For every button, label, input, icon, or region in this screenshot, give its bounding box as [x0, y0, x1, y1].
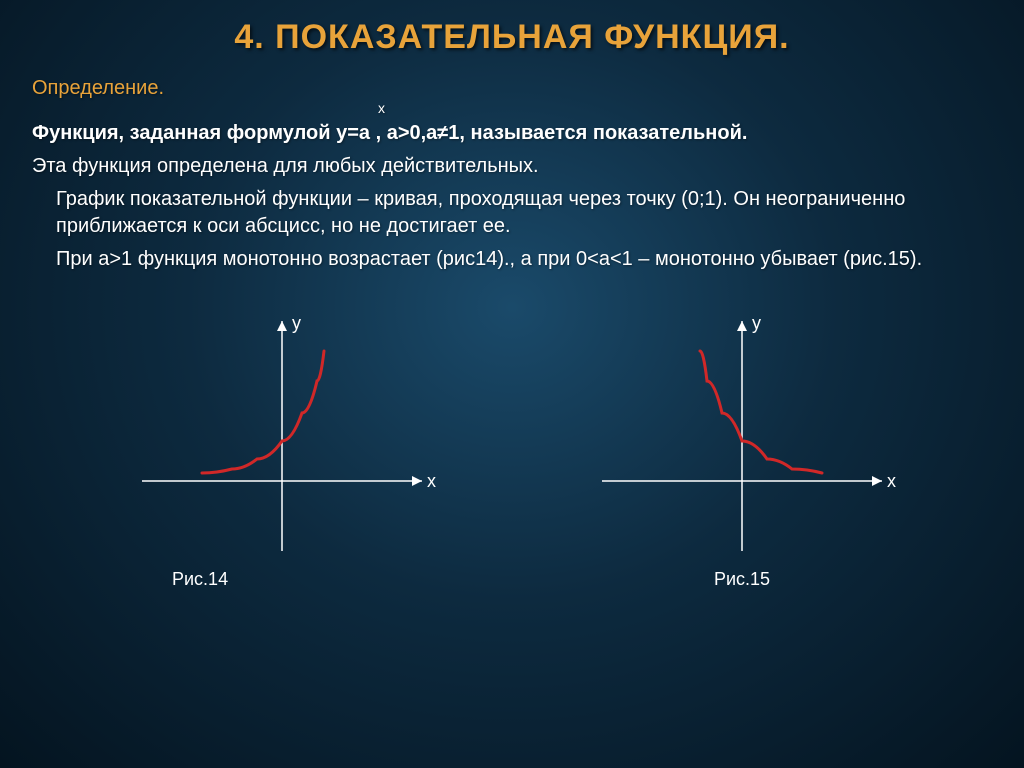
curve-decreasing — [700, 351, 822, 473]
chart-right-wrap: x y Рис.15 — [582, 301, 902, 590]
para-domain: Эта функция определена для любых действи… — [32, 153, 992, 180]
x-axis-label-right: x — [887, 471, 896, 491]
y-axis-label-right: y — [752, 313, 761, 333]
para-monotone: При a>1 функция монотонно возрастает (ри… — [32, 246, 992, 273]
def-pre: Функция, заданная формулой y=a — [32, 122, 370, 144]
slide: 4. ПОКАЗАТЕЛЬНАЯ ФУНКЦИЯ. Определение. x… — [0, 0, 1024, 768]
definition-label: Определение. — [32, 75, 992, 102]
slide-title: 4. ПОКАЗАТЕЛЬНАЯ ФУНКЦИЯ. — [32, 18, 992, 57]
definition-sentence: Функция, заданная формулой y=a , a>0,a≠1… — [32, 120, 992, 147]
chart-right-caption: Рис.15 — [582, 569, 902, 590]
exponent-row: x — [32, 108, 992, 114]
x-axis-label-left: x — [427, 471, 436, 491]
chart-increasing: x y — [122, 301, 442, 561]
exponent-x: x — [378, 100, 385, 116]
chart-left-wrap: x y Рис.14 — [122, 301, 442, 590]
curve-increasing — [202, 351, 324, 473]
def-post: , a>0,a≠1, называется показательной. — [370, 122, 747, 144]
chart-left-caption: Рис.14 — [122, 569, 442, 590]
charts-row: x y Рис.14 x y Рис.15 — [32, 301, 992, 590]
chart-decreasing: x y — [582, 301, 902, 561]
y-axis-label-left: y — [292, 313, 301, 333]
para-graph: График показательной функции – кривая, п… — [32, 186, 992, 240]
body-text: Определение. x Функция, заданная формуло… — [32, 75, 992, 273]
